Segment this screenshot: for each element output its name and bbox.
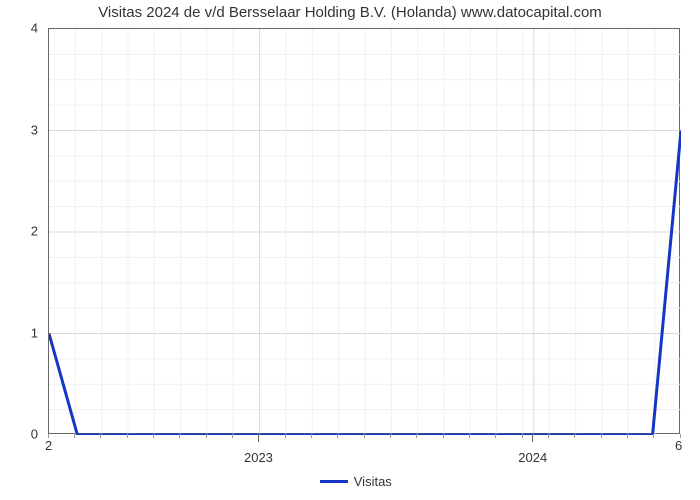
x-minor-tick: [495, 434, 496, 438]
x-minor-tick: [74, 434, 75, 438]
legend-label: Visitas: [354, 474, 392, 489]
x-minor-tick: [601, 434, 602, 438]
x-axis-start-label: 2: [45, 438, 52, 453]
x-minor-tick: [522, 434, 523, 438]
x-tick-label: 2024: [518, 450, 547, 465]
x-minor-tick: [574, 434, 575, 438]
plot-svg: [49, 29, 681, 435]
chart-title: Visitas 2024 de v/d Bersselaar Holding B…: [0, 4, 700, 21]
x-minor-tick: [390, 434, 391, 438]
x-minor-tick: [100, 434, 101, 438]
plot-area: [48, 28, 680, 434]
x-minor-tick: [627, 434, 628, 438]
x-minor-tick: [311, 434, 312, 438]
x-minor-tick: [548, 434, 549, 438]
x-minor-tick: [127, 434, 128, 438]
y-tick-label: 2: [0, 224, 38, 239]
x-major-tick: [258, 434, 259, 442]
x-minor-tick: [232, 434, 233, 438]
x-minor-tick: [469, 434, 470, 438]
x-tick-label: 2023: [244, 450, 273, 465]
x-minor-tick: [153, 434, 154, 438]
x-minor-tick: [364, 434, 365, 438]
x-minor-tick: [206, 434, 207, 438]
x-minor-tick: [443, 434, 444, 438]
x-minor-tick: [179, 434, 180, 438]
x-minor-tick: [416, 434, 417, 438]
x-major-tick: [532, 434, 533, 442]
x-minor-tick: [337, 434, 338, 438]
x-axis-end-label: 6: [675, 438, 682, 453]
y-tick-label: 4: [0, 21, 38, 36]
y-tick-label: 1: [0, 325, 38, 340]
y-tick-label: 0: [0, 427, 38, 442]
y-tick-label: 3: [0, 122, 38, 137]
legend-swatch: [320, 480, 348, 483]
legend: Visitas: [320, 474, 392, 489]
x-minor-tick: [285, 434, 286, 438]
visits-chart: Visitas 2024 de v/d Bersselaar Holding B…: [0, 0, 700, 500]
x-minor-tick: [653, 434, 654, 438]
